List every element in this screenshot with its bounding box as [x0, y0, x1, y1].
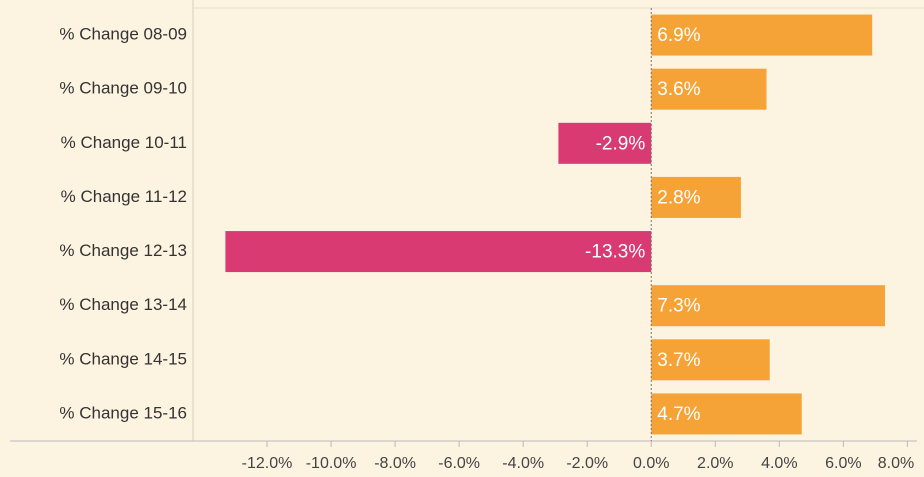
- value-label: 6.9%: [657, 25, 700, 46]
- value-label: -13.3%: [585, 242, 645, 263]
- bar: [651, 68, 767, 110]
- x-tick-label: -6.0%: [438, 455, 480, 472]
- x-tick-label: 0.0%: [633, 455, 669, 472]
- value-label: 3.6%: [657, 79, 700, 100]
- x-tick-label: 6.0%: [825, 455, 861, 472]
- category-label: % Change 13-14: [59, 295, 187, 314]
- category-label: % Change 11-12: [61, 187, 187, 206]
- value-label: 2.8%: [657, 187, 700, 208]
- bar: [225, 231, 652, 273]
- category-label: % Change 15-16: [59, 403, 187, 422]
- bar: [651, 339, 770, 381]
- x-tick-label: 4.0%: [761, 455, 797, 472]
- bar: [558, 122, 652, 164]
- value-label: -2.9%: [596, 133, 646, 154]
- category-label: % Change 09-10: [59, 79, 187, 98]
- bar: [651, 285, 885, 327]
- category-label: % Change 10-11: [61, 133, 187, 152]
- x-tick-label: -2.0%: [566, 455, 608, 472]
- x-tick-label: -12.0%: [242, 455, 293, 472]
- x-tick-label: -8.0%: [374, 455, 416, 472]
- value-label: 7.3%: [657, 296, 700, 317]
- x-tick-label: 2.0%: [697, 455, 733, 472]
- bar: [651, 393, 802, 435]
- x-tick-label: -10.0%: [306, 455, 357, 472]
- value-label: 3.7%: [657, 350, 700, 371]
- x-tick-label: 8.0%: [878, 455, 914, 472]
- bar: [651, 14, 873, 56]
- category-label: % Change 12-13: [59, 241, 187, 260]
- value-label: 4.7%: [657, 404, 700, 425]
- category-label: % Change 08-09: [59, 25, 187, 44]
- bar: [651, 176, 741, 218]
- x-tick-label: -4.0%: [502, 455, 544, 472]
- category-label: % Change 14-15: [59, 349, 187, 368]
